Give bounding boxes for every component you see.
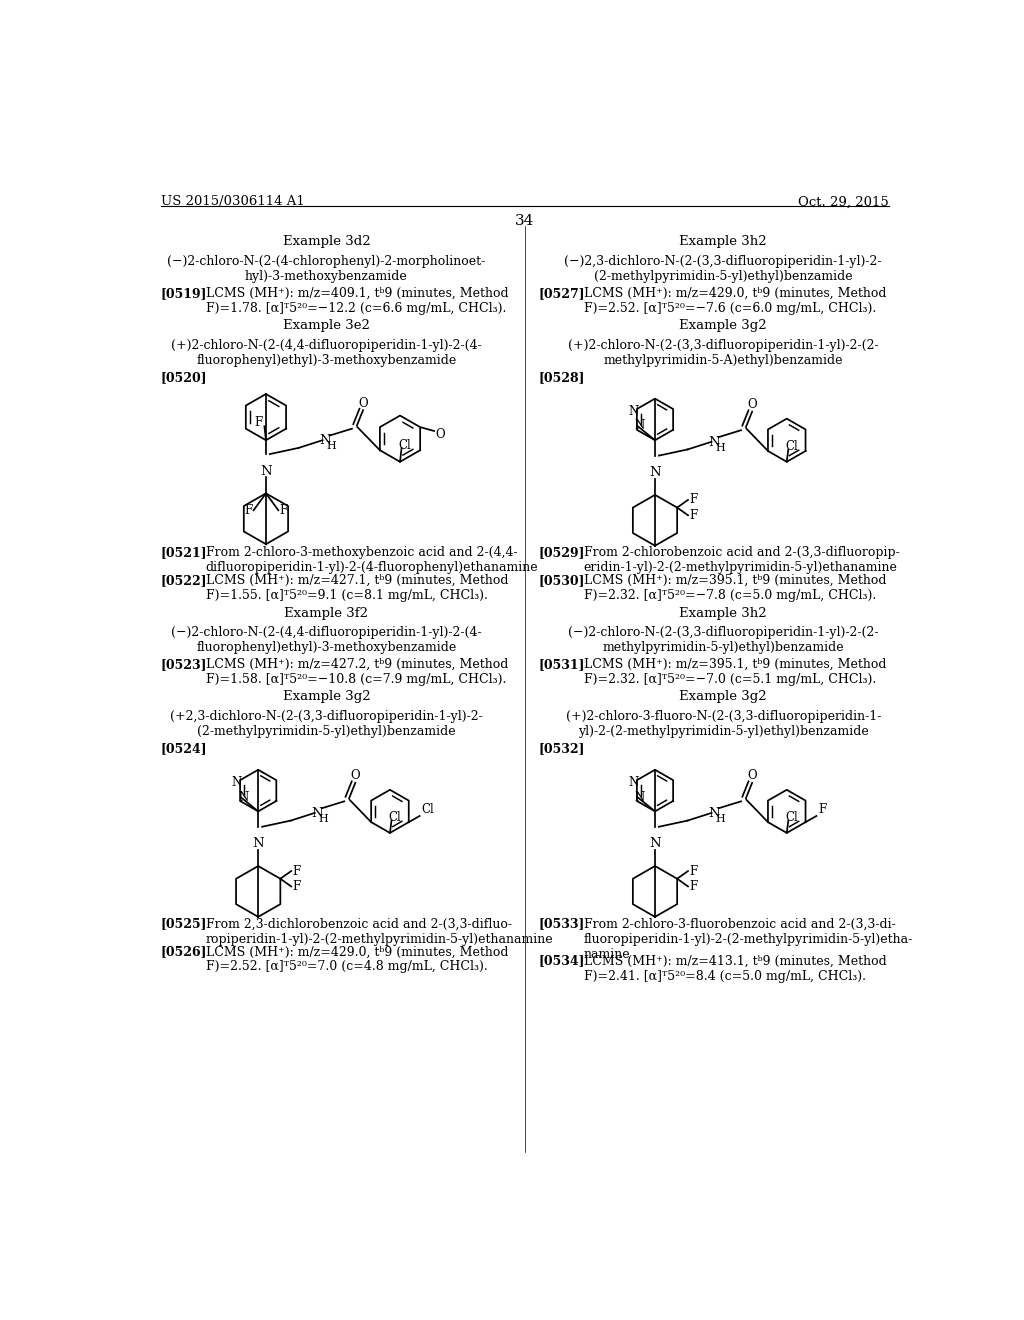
- Text: [0528]: [0528]: [539, 371, 586, 384]
- Text: LCMS (MH⁺): m/z=409.1, tᵇ9 (minutes, Method
F)=1.78. [α]ᵀ5²⁰=−12.2 (c=6.6 mg/mL,: LCMS (MH⁺): m/z=409.1, tᵇ9 (minutes, Met…: [206, 286, 508, 315]
- Text: [0532]: [0532]: [539, 742, 586, 755]
- Text: (+)2-chloro-3-fluoro-N-(2-(3,3-difluoropiperidin-1-
yl)-2-(2-methylpyrimidin-5-y: (+)2-chloro-3-fluoro-N-(2-(3,3-difluorop…: [565, 710, 881, 738]
- Text: F: F: [293, 880, 301, 892]
- Text: F: F: [293, 865, 301, 878]
- Text: LCMS (MH⁺): m/z=429.0, tᵇ9 (minutes, Method
F)=2.52. [α]ᵀ5²⁰=−7.6 (c=6.0 mg/mL, : LCMS (MH⁺): m/z=429.0, tᵇ9 (minutes, Met…: [584, 286, 886, 315]
- Text: LCMS (MH⁺): m/z=413.1, tᵇ9 (minutes, Method
F)=2.41. [α]ᵀ5²⁰=8.4 (c=5.0 mg/mL, C: LCMS (MH⁺): m/z=413.1, tᵇ9 (minutes, Met…: [584, 954, 887, 982]
- Text: F: F: [689, 508, 697, 521]
- Text: Example 3d2: Example 3d2: [283, 235, 371, 248]
- Text: F: F: [689, 494, 697, 507]
- Text: O: O: [350, 770, 359, 783]
- Text: [0534]: [0534]: [539, 954, 586, 968]
- Text: N: N: [238, 791, 248, 804]
- Text: LCMS (MH⁺): m/z=395.1, tᵇ9 (minutes, Method
F)=2.32. [α]ᵀ5²⁰=−7.8 (c=5.0 mg/mL, : LCMS (MH⁺): m/z=395.1, tᵇ9 (minutes, Met…: [584, 574, 886, 602]
- Text: LCMS (MH⁺): m/z=395.1, tᵇ9 (minutes, Method
F)=2.32. [α]ᵀ5²⁰=−7.0 (c=5.1 mg/mL, : LCMS (MH⁺): m/z=395.1, tᵇ9 (minutes, Met…: [584, 659, 886, 686]
- Text: (+)2-chloro-N-(2-(4,4-difluoropiperidin-1-yl)-2-(4-
fluorophenyl)ethyl)-3-methox: (+)2-chloro-N-(2-(4,4-difluoropiperidin-…: [171, 339, 481, 367]
- Text: N: N: [319, 434, 331, 447]
- Text: O: O: [748, 399, 757, 412]
- Text: F: F: [279, 504, 287, 517]
- Text: [0527]: [0527]: [539, 286, 586, 300]
- Text: [0529]: [0529]: [539, 546, 586, 560]
- Text: N: N: [629, 405, 639, 418]
- Text: LCMS (MH⁺): m/z=429.0, tᵇ9 (minutes, Method
F)=2.52. [α]ᵀ5²⁰=7.0 (c=4.8 mg/mL, C: LCMS (MH⁺): m/z=429.0, tᵇ9 (minutes, Met…: [206, 945, 508, 973]
- Text: N: N: [231, 776, 242, 789]
- Text: [0523]: [0523]: [161, 659, 207, 671]
- Text: [0530]: [0530]: [539, 574, 586, 587]
- Text: [0520]: [0520]: [161, 371, 207, 384]
- Text: Example 3h2: Example 3h2: [679, 607, 767, 619]
- Text: (+2,3-dichloro-N-(2-(3,3-difluoropiperidin-1-yl)-2-
(2-methylpyrimidin-5-yl)ethy: (+2,3-dichloro-N-(2-(3,3-difluoropiperid…: [170, 710, 482, 738]
- Text: From 2-chloro-3-fluorobenzoic acid and 2-(3,3-di-
fluoropiperidin-1-yl)-2-(2-met: From 2-chloro-3-fluorobenzoic acid and 2…: [584, 917, 913, 961]
- Text: (−)2-chloro-N-(2-(4,4-difluoropiperidin-1-yl)-2-(4-
fluorophenyl)ethyl)-3-methox: (−)2-chloro-N-(2-(4,4-difluoropiperidin-…: [171, 626, 481, 653]
- Text: N: N: [635, 791, 645, 804]
- Text: H: H: [715, 814, 725, 824]
- Text: (−)2,3-dichloro-N-(2-(3,3-difluoropiperidin-1-yl)-2-
(2-methylpyrimidin-5-yl)eth: (−)2,3-dichloro-N-(2-(3,3-difluoropiperi…: [564, 255, 882, 282]
- Text: 34: 34: [515, 214, 535, 228]
- Text: Example 3g2: Example 3g2: [283, 690, 371, 704]
- Text: From 2-chloro-3-methoxybenzoic acid and 2-(4,4-
difluoropiperidin-1-yl)-2-(4-flu: From 2-chloro-3-methoxybenzoic acid and …: [206, 546, 539, 574]
- Text: [0522]: [0522]: [161, 574, 207, 587]
- Text: [0533]: [0533]: [539, 917, 585, 931]
- Text: Cl: Cl: [421, 804, 434, 816]
- Text: F: F: [689, 880, 697, 892]
- Text: N: N: [649, 466, 660, 479]
- Text: O: O: [748, 770, 757, 783]
- Text: Cl: Cl: [785, 441, 798, 453]
- Text: Cl: Cl: [388, 812, 401, 825]
- Text: N: N: [649, 837, 660, 850]
- Text: F: F: [689, 865, 697, 878]
- Text: From 2-chlorobenzoic acid and 2-(3,3-difluoropip-
eridin-1-yl)-2-(2-methylpyrimi: From 2-chlorobenzoic acid and 2-(3,3-dif…: [584, 546, 899, 574]
- Text: From 2,3-dichlorobenzoic acid and 2-(3,3-difluo-
ropiperidin-1-yl)-2-(2-methylpy: From 2,3-dichlorobenzoic acid and 2-(3,3…: [206, 917, 553, 945]
- Text: O: O: [358, 397, 368, 409]
- Text: [0524]: [0524]: [161, 742, 207, 755]
- Text: Example 3g2: Example 3g2: [679, 319, 767, 333]
- Text: N: N: [629, 776, 639, 789]
- Text: N: N: [708, 436, 720, 449]
- Text: F: F: [245, 504, 253, 517]
- Text: (−)2-chloro-N-(2-(4-chlorophenyl)-2-morpholinoet-
hyl)-3-methoxybenzamide: (−)2-chloro-N-(2-(4-chlorophenyl)-2-morp…: [167, 255, 485, 282]
- Text: H: H: [715, 444, 725, 453]
- Text: Cl: Cl: [785, 812, 798, 825]
- Text: (+)2-chloro-N-(2-(3,3-difluoropiperidin-1-yl)-2-(2-
methylpyrimidin-5-A)ethyl)be: (+)2-chloro-N-(2-(3,3-difluoropiperidin-…: [568, 339, 879, 367]
- Text: O: O: [435, 428, 444, 441]
- Text: LCMS (MH⁺): m/z=427.2, tᵇ9 (minutes, Method
F)=1.58. [α]ᵀ5²⁰=−10.8 (c=7.9 mg/mL,: LCMS (MH⁺): m/z=427.2, tᵇ9 (minutes, Met…: [206, 659, 508, 686]
- Text: N: N: [252, 837, 264, 850]
- Text: [0521]: [0521]: [161, 546, 207, 560]
- Text: [0525]: [0525]: [161, 917, 207, 931]
- Text: [0531]: [0531]: [539, 659, 586, 671]
- Text: H: H: [318, 814, 328, 824]
- Text: Example 3h2: Example 3h2: [679, 235, 767, 248]
- Text: (−)2-chloro-N-(2-(3,3-difluoropiperidin-1-yl)-2-(2-
methylpyrimidin-5-yl)ethyl)b: (−)2-chloro-N-(2-(3,3-difluoropiperidin-…: [568, 626, 879, 653]
- Text: N: N: [708, 807, 720, 820]
- Text: US 2015/0306114 A1: US 2015/0306114 A1: [161, 195, 304, 209]
- Text: H: H: [327, 441, 336, 451]
- Text: Example 3g2: Example 3g2: [679, 690, 767, 704]
- Text: [0519]: [0519]: [161, 286, 207, 300]
- Text: LCMS (MH⁺): m/z=427.1, tᵇ9 (minutes, Method
F)=1.55. [α]ᵀ5²⁰=9.1 (c=8.1 mg/mL, C: LCMS (MH⁺): m/z=427.1, tᵇ9 (minutes, Met…: [206, 574, 508, 602]
- Text: N: N: [260, 465, 271, 478]
- Text: Example 3f2: Example 3f2: [285, 607, 369, 619]
- Text: N: N: [311, 807, 323, 820]
- Text: F: F: [254, 416, 262, 429]
- Text: F: F: [818, 804, 826, 816]
- Text: Example 3e2: Example 3e2: [283, 319, 370, 333]
- Text: [0526]: [0526]: [161, 945, 207, 958]
- Text: Cl: Cl: [398, 438, 411, 451]
- Text: Oct. 29, 2015: Oct. 29, 2015: [799, 195, 889, 209]
- Text: N: N: [635, 420, 645, 433]
